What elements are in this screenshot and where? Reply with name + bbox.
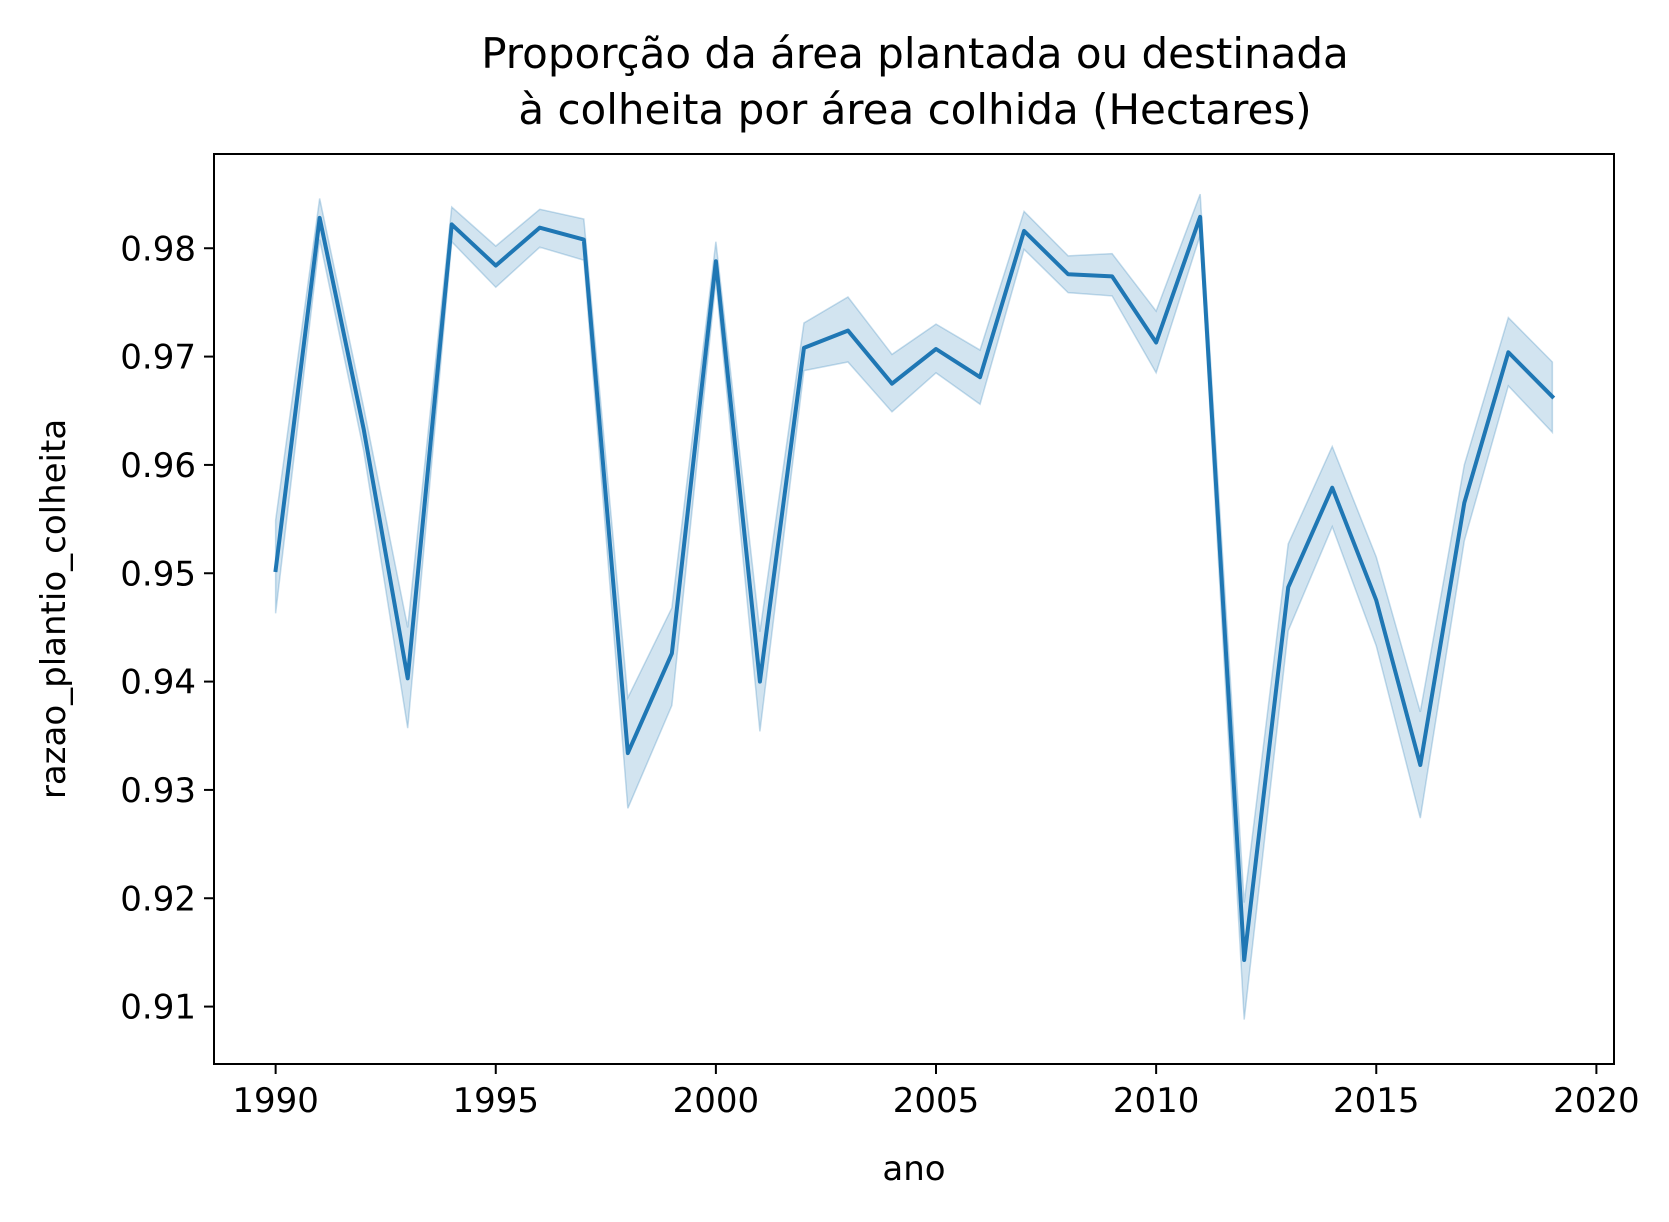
x-tick-label-2005: 2005 xyxy=(893,1081,980,1121)
y-axis-label: razao_plantio_colheita xyxy=(34,419,74,799)
chart-title-line-2: à colheita por área colhida (Hectares) xyxy=(518,85,1311,134)
chart-title-line-1: Proporção da área plantada ou destinada xyxy=(481,29,1349,78)
y-tick-label-0.95: 0.95 xyxy=(120,554,196,594)
y-tick-label-0.92: 0.92 xyxy=(120,879,196,919)
y-tick-label-0.98: 0.98 xyxy=(120,229,196,269)
y-tick-label-0.91: 0.91 xyxy=(120,988,196,1028)
x-tick-label-2015: 2015 xyxy=(1333,1081,1420,1121)
x-tick-label-1995: 1995 xyxy=(452,1081,539,1121)
y-tick-label-0.96: 0.96 xyxy=(120,446,196,486)
x-tick-label-2010: 2010 xyxy=(1113,1081,1200,1121)
x-tick-label-1990: 1990 xyxy=(232,1081,319,1121)
x-axis-label: ano xyxy=(882,1149,945,1189)
y-tick-label-0.97: 0.97 xyxy=(120,338,196,378)
y-tick-label-0.93: 0.93 xyxy=(120,771,196,811)
x-tick-label-2000: 2000 xyxy=(673,1081,760,1121)
y-tick-label-0.94: 0.94 xyxy=(120,663,196,703)
x-tick-label-2020: 2020 xyxy=(1553,1081,1640,1121)
